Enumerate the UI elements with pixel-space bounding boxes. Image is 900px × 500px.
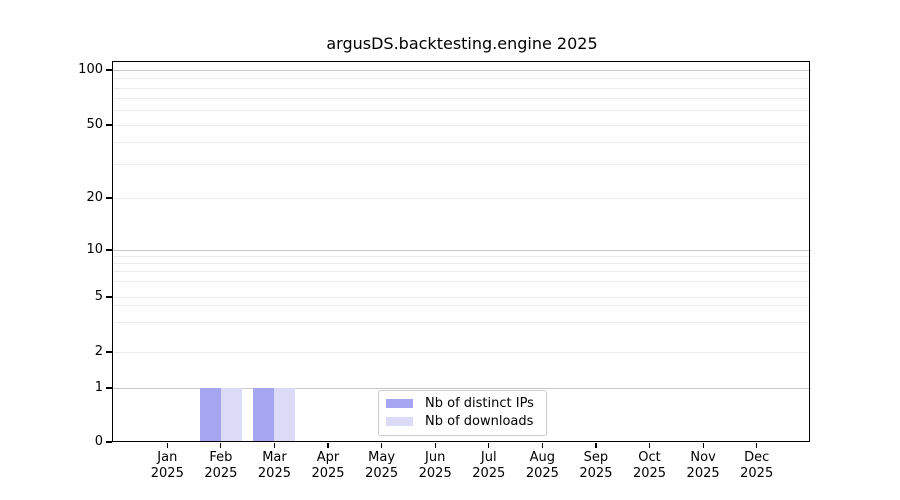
legend-label: Nb of downloads: [425, 414, 534, 429]
minor-gridline: [113, 296, 811, 298]
legend-item: Nb of distinct IPs: [386, 396, 534, 411]
x-tick-month: May: [368, 450, 396, 465]
x-tick-month: Nov: [690, 450, 716, 465]
minor-gridline: [113, 77, 811, 79]
x-tick-month: Aug: [529, 450, 556, 465]
x-tick-year: 2025: [150, 466, 184, 481]
x-tick-month: Dec: [744, 450, 770, 465]
y-axis-tick-label: 100: [78, 62, 103, 77]
x-axis-tick: [541, 443, 543, 448]
x-axis-tick-label: Jan 2025: [135, 450, 199, 482]
y-axis-tick-label: 1: [94, 380, 103, 395]
bar-distinct-ips: [199, 388, 221, 442]
x-tick-month: Apr: [316, 450, 340, 465]
plot-area: [112, 61, 810, 442]
minor-gridline: [113, 280, 811, 282]
x-axis-tick: [220, 443, 222, 448]
x-tick-month: Jan: [157, 450, 178, 465]
x-axis-tick: [273, 443, 276, 448]
major-gridline: [113, 387, 811, 389]
x-axis-tick-label: May 2025: [350, 450, 414, 482]
x-tick-year: 2025: [257, 466, 291, 481]
minor-gridline: [113, 304, 811, 306]
y-axis-tick: [106, 249, 112, 251]
x-axis-tick: [434, 443, 436, 448]
minor-gridline: [113, 163, 811, 165]
x-tick-month: Mar: [262, 450, 287, 465]
x-tick-year: 2025: [525, 466, 559, 481]
x-tick-month: Jun: [425, 450, 446, 465]
x-axis-tick-label: Feb 2025: [189, 450, 253, 482]
x-axis-tick: [648, 443, 651, 448]
x-tick-year: 2025: [740, 466, 774, 481]
minor-gridline: [113, 109, 811, 111]
legend: Nb of distinct IPs Nb of downloads: [378, 390, 547, 436]
y-axis-tick-label: 10: [86, 242, 103, 257]
x-axis-tick: [327, 443, 329, 448]
major-gridline: [113, 249, 811, 251]
x-tick-year: 2025: [579, 466, 613, 481]
x-axis-tick: [756, 443, 758, 448]
x-tick-year: 2025: [632, 466, 667, 481]
bar-downloads: [220, 388, 242, 442]
bar-downloads: [274, 388, 296, 442]
x-axis-tick: [381, 443, 383, 448]
y-axis-tick-label: 20: [86, 190, 103, 205]
legend-swatch: [386, 417, 413, 426]
x-tick-year: 2025: [686, 466, 720, 481]
x-tick-month: Feb: [209, 450, 233, 465]
x-tick-year: 2025: [204, 466, 238, 481]
bar-distinct-ips: [253, 388, 275, 442]
y-axis-tick: [106, 351, 112, 353]
chart-title: argusDS.backtesting.engine 2025: [326, 34, 598, 53]
x-axis-tick: [595, 443, 597, 448]
minor-gridline: [113, 270, 811, 272]
legend-label: Nb of distinct IPs: [425, 396, 534, 411]
minor-gridline: [113, 197, 811, 199]
y-axis-tick: [106, 124, 112, 126]
minor-gridline: [113, 124, 811, 126]
x-axis-tick-label: Aug 2025: [510, 450, 574, 482]
x-tick-year: 2025: [472, 466, 506, 481]
x-axis-tick-label: Dec 2025: [725, 450, 789, 482]
minor-gridline: [113, 351, 811, 353]
major-gridline: [113, 69, 811, 71]
y-axis-tick-label: 2: [94, 344, 103, 359]
x-axis-tick: [702, 443, 704, 448]
minor-gridline: [113, 141, 811, 143]
x-tick-month: Oct: [638, 450, 661, 465]
x-axis-tick: [488, 443, 490, 448]
minor-gridline: [113, 97, 811, 99]
y-axis-tick-label: 0: [94, 434, 103, 449]
x-axis-tick-label: Jul 2025: [457, 450, 521, 482]
minor-gridline: [113, 255, 811, 257]
x-axis-tick-label: Nov 2025: [671, 450, 735, 482]
y-axis-tick: [106, 69, 112, 71]
x-tick-month: Sep: [583, 450, 609, 465]
x-axis-tick-label: Jun 2025: [403, 450, 467, 482]
minor-gridline: [113, 262, 811, 264]
legend-item: Nb of downloads: [386, 414, 534, 429]
x-tick-year: 2025: [311, 466, 345, 481]
x-axis-tick: [166, 443, 168, 448]
y-axis-tick-label: 50: [86, 117, 103, 132]
y-axis-tick: [106, 387, 112, 389]
y-axis-tick: [106, 441, 112, 443]
x-tick-year: 2025: [365, 466, 399, 481]
x-tick-month: Jul: [480, 450, 497, 465]
x-axis-tick-label: Apr 2025: [296, 450, 360, 482]
x-axis-tick-label: Oct 2025: [618, 450, 682, 482]
y-axis-tick: [106, 296, 112, 298]
y-axis-tick-label: 5: [94, 289, 103, 304]
x-axis-tick-label: Sep 2025: [564, 450, 628, 482]
x-tick-year: 2025: [418, 466, 452, 481]
x-axis-tick-label: Mar 2025: [242, 450, 306, 482]
minor-gridline: [113, 87, 811, 89]
legend-swatch: [386, 399, 413, 408]
y-axis-tick: [106, 197, 112, 199]
minor-gridline: [113, 321, 811, 323]
